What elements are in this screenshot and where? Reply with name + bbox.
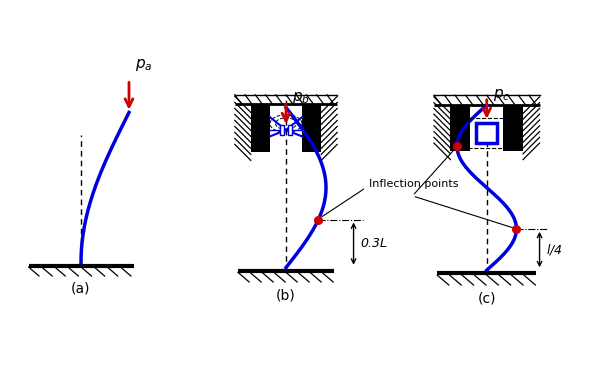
Bar: [280, 125, 284, 135]
Bar: [476, 123, 497, 143]
Text: $p_c$: $p_c$: [493, 87, 511, 103]
Bar: [451, 105, 470, 151]
Text: 0.3$L$: 0.3$L$: [360, 237, 388, 250]
Text: Inflection points: Inflection points: [369, 179, 459, 189]
Bar: [302, 105, 321, 153]
Bar: [287, 125, 292, 135]
Text: (c): (c): [478, 292, 496, 306]
Text: $p_b$: $p_b$: [292, 90, 310, 106]
Text: (a): (a): [71, 282, 91, 296]
Text: $p_a$: $p_a$: [135, 58, 152, 74]
Text: (b): (b): [276, 288, 296, 302]
Bar: [503, 105, 523, 151]
Text: $l$/4: $l$/4: [546, 242, 563, 257]
Bar: [468, 118, 506, 148]
Bar: [251, 105, 270, 153]
